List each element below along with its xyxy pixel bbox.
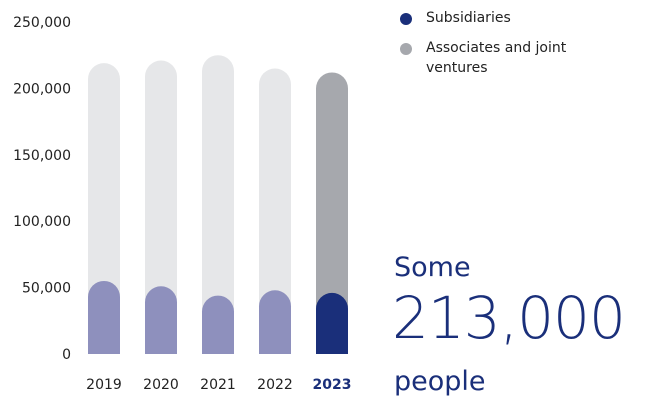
callout-prefix: Some bbox=[394, 252, 471, 283]
bar-total-2022 bbox=[259, 68, 291, 354]
x-tick-label: 2020 bbox=[143, 377, 179, 393]
bar-subsidiaries-2019 bbox=[88, 280, 120, 354]
legend-swatch-associates bbox=[400, 43, 412, 55]
bar-subsidiaries-2020 bbox=[145, 286, 177, 354]
bar-chart: 0 50,000 100,000 150,000 200,000 250,000 2019 2… bbox=[13, 15, 352, 393]
bar-subsidiaries-2021 bbox=[202, 295, 234, 354]
legend-label-subsidiaries: Subsidiaries bbox=[426, 10, 511, 26]
legend: Subsidiaries Associates and joint ventur… bbox=[398, 8, 596, 88]
y-tick-label: 100,000 bbox=[13, 214, 71, 230]
legend-item-subsidiaries: Subsidiaries bbox=[398, 8, 596, 28]
bar-total-2021 bbox=[202, 55, 234, 354]
legend-swatch-subsidiaries bbox=[400, 13, 412, 25]
legend-item-associates: Associates and joint ventures bbox=[398, 38, 596, 78]
x-tick-label: 2022 bbox=[257, 377, 293, 393]
y-tick-label: 150,000 bbox=[13, 148, 71, 164]
bar-total-2023 bbox=[316, 72, 348, 355]
y-tick-label: 0 bbox=[62, 347, 71, 363]
bar-total-2020 bbox=[145, 60, 177, 355]
y-tick-label: 250,000 bbox=[13, 15, 71, 31]
callout-number: 213,000 bbox=[392, 284, 626, 352]
bar-total-2019 bbox=[88, 63, 120, 354]
bar-subsidiaries-2022 bbox=[259, 290, 291, 354]
y-tick-label: 50,000 bbox=[22, 281, 71, 297]
legend-label-associates: Associates and joint ventures bbox=[426, 40, 567, 76]
x-tick-label: 2023 bbox=[313, 377, 352, 393]
x-tick-label: 2021 bbox=[200, 377, 236, 393]
y-tick-label: 200,000 bbox=[13, 81, 71, 97]
x-tick-label: 2019 bbox=[86, 377, 122, 393]
bar-subsidiaries-2023 bbox=[316, 292, 348, 354]
callout-suffix: people bbox=[394, 366, 486, 397]
